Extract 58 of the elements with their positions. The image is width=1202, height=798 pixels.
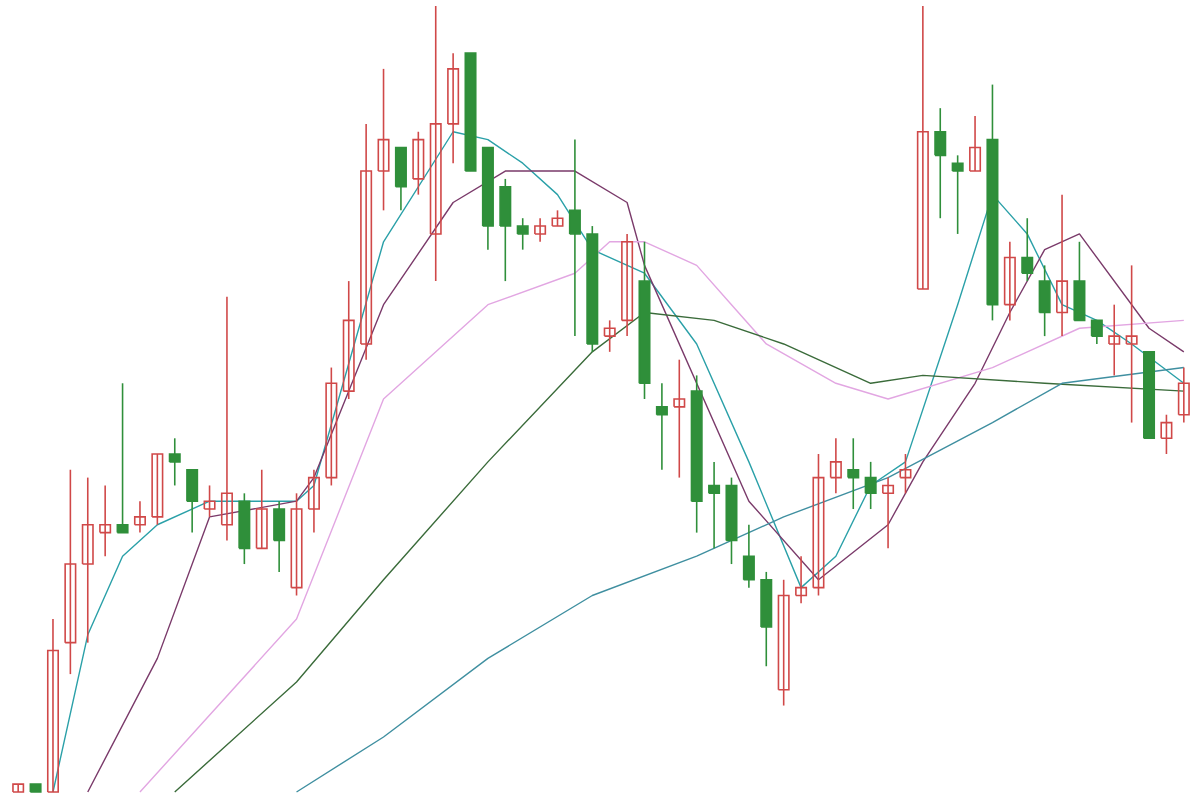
candlestick [812,453,825,597]
candlestick [81,476,94,644]
candlestick [377,68,390,212]
candlestick [621,233,634,337]
candlestick [916,5,929,290]
candlestick [220,296,233,542]
candlestick [777,578,790,707]
candlestick [655,382,668,471]
candlestick [795,555,808,605]
candlestick [1125,264,1138,424]
candlestick [1108,303,1121,377]
candlestick [882,476,895,550]
candlestick [673,358,686,479]
candlestick [1003,241,1016,322]
candlestick [951,154,964,235]
candlestick [133,500,146,534]
candlestick [99,484,112,557]
candlestick [46,618,59,793]
candlestick [325,366,338,487]
candlestick [203,484,216,518]
candlestick [273,500,286,573]
candlestick [412,130,425,196]
candlestick [1090,319,1103,345]
candlestick [360,123,373,361]
candlestick [307,468,320,534]
candlestick [1177,366,1190,424]
candlestick [864,461,877,510]
candlestick [447,52,460,164]
candlestick [394,146,407,212]
candlestick [742,523,755,589]
candlestick [342,280,355,400]
candlestick [899,453,912,495]
candlestick [499,178,512,282]
candlestick [516,217,529,251]
candlestick [64,468,77,675]
candlestick [534,217,547,243]
candlestick [429,5,442,282]
candlestick [829,437,842,495]
candlestick [969,115,982,172]
candlestick [708,461,721,550]
candlestick [238,492,251,565]
candlestick [290,492,303,597]
candlestick [12,783,25,793]
candlestick [255,468,268,550]
candlestick [151,453,164,526]
candlestick [186,468,199,534]
candlestick [1160,413,1173,455]
candlestick [568,138,581,337]
candlestick [934,107,947,220]
candlestick [1056,193,1069,337]
candlestick [168,437,181,487]
candlestick [1021,217,1034,282]
candlestick [760,571,773,668]
candlestick [847,437,860,510]
candlestick [1038,264,1051,337]
candlestick [1073,241,1086,322]
candlestick [116,382,129,534]
candlestick [603,319,616,353]
